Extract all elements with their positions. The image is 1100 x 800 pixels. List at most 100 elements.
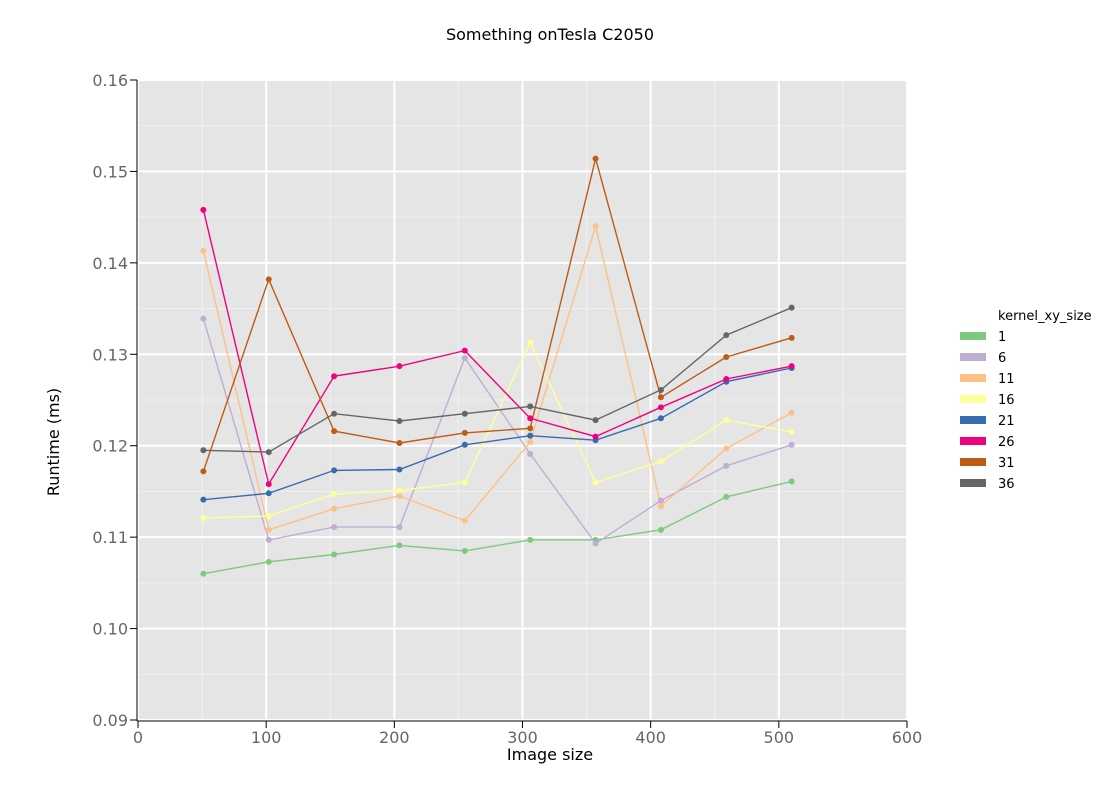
y-tick-label: 0.12 — [92, 437, 128, 456]
data-point-1 — [527, 536, 534, 543]
data-point-36 — [200, 447, 207, 454]
data-point-1 — [657, 526, 664, 533]
data-point-6 — [592, 540, 599, 547]
data-point-16 — [200, 514, 207, 521]
data-point-21 — [657, 415, 664, 422]
y-tick-label: 0.15 — [92, 162, 128, 181]
data-point-36 — [592, 417, 599, 424]
data-point-26 — [723, 375, 730, 382]
x-axis-label: Image size — [507, 745, 593, 764]
data-point-26 — [396, 363, 403, 370]
legend-swatch-26 — [960, 437, 986, 445]
series-line-31 — [202, 158, 792, 472]
legend-label-11: 11 — [998, 372, 1015, 387]
legend-title: kernel_xy_size — [998, 309, 1092, 324]
data-point-36 — [527, 403, 534, 410]
data-point-16 — [527, 339, 534, 346]
data-point-31 — [265, 276, 272, 283]
legend-swatch-11 — [960, 374, 986, 382]
legend-label-21: 21 — [998, 414, 1015, 429]
data-point-1 — [200, 570, 207, 577]
data-point-1 — [331, 551, 338, 558]
x-tick-label: 0 — [133, 728, 143, 747]
legend-label-6: 6 — [998, 351, 1006, 366]
data-point-21 — [527, 432, 534, 439]
data-point-6 — [396, 524, 403, 531]
data-point-21 — [200, 496, 207, 503]
data-point-16 — [265, 513, 272, 520]
data-point-6 — [723, 462, 730, 469]
data-point-36 — [265, 449, 272, 456]
legend-label-1: 1 — [998, 330, 1006, 345]
data-point-11 — [788, 409, 795, 416]
series-line-36 — [203, 307, 792, 453]
data-point-6 — [788, 441, 795, 448]
data-point-1 — [788, 478, 795, 485]
legend-swatch-6 — [960, 353, 986, 361]
axes: 0 100 200 300 400 500 600 0.09 0.10 0.11 0.12 0.13 0… — [92, 71, 922, 747]
x-tick-label: 400 — [635, 728, 666, 747]
data-point-26 — [527, 415, 534, 422]
x-tick-label: 100 — [251, 728, 282, 747]
data-point-16 — [788, 429, 795, 435]
series-line-6 — [202, 318, 792, 545]
legend-label-36: 36 — [998, 477, 1015, 492]
data-point-16 — [657, 458, 664, 465]
y-tick-label: 0.16 — [92, 71, 128, 90]
data-point-16 — [461, 479, 468, 486]
data-point-11 — [200, 247, 207, 254]
data-point-11 — [331, 505, 338, 512]
x-tick-label: 600 — [892, 728, 923, 747]
data-point-26 — [461, 347, 468, 354]
series-line-16 — [203, 340, 792, 519]
y-tick-label: 0.10 — [92, 620, 128, 639]
legend-label-16: 16 — [998, 393, 1015, 408]
data-point-31 — [461, 429, 468, 436]
legend-swatch-31 — [960, 458, 986, 466]
data-point-26 — [592, 433, 599, 440]
data-point-11 — [592, 223, 599, 230]
data-point-26 — [200, 206, 207, 213]
data-point-36 — [331, 410, 338, 417]
data-point-21 — [396, 466, 403, 473]
series-line-1 — [203, 480, 792, 575]
series-line-21 — [203, 367, 792, 501]
legend-swatch-21 — [960, 416, 986, 424]
data-point-6 — [331, 524, 338, 531]
data-point-16 — [331, 491, 338, 498]
data-point-31 — [657, 394, 664, 401]
series-line-26 — [202, 209, 792, 486]
series-layer — [200, 155, 795, 577]
y-tick-label: 0.11 — [92, 528, 128, 547]
data-point-1 — [461, 547, 468, 554]
series-line-11 — [202, 223, 792, 531]
data-point-36 — [461, 410, 468, 417]
data-point-26 — [657, 404, 664, 411]
legend-swatch-36 — [960, 479, 986, 487]
data-point-21 — [331, 467, 338, 474]
data-point-11 — [396, 493, 403, 499]
data-point-31 — [396, 439, 403, 446]
data-point-26 — [331, 373, 338, 380]
data-point-6 — [200, 315, 207, 322]
data-point-11 — [265, 526, 272, 533]
x-tick-label: 200 — [379, 728, 410, 747]
data-point-31 — [527, 425, 534, 432]
data-point-6 — [657, 497, 664, 504]
data-point-21 — [461, 441, 468, 448]
data-point-16 — [723, 417, 730, 424]
data-point-11 — [527, 439, 534, 446]
data-point-36 — [788, 304, 795, 311]
data-point-6 — [527, 450, 534, 457]
data-point-31 — [592, 155, 599, 162]
data-point-16 — [396, 487, 403, 494]
data-point-31 — [723, 354, 730, 361]
data-point-11 — [657, 503, 664, 510]
x-tick-label: 300 — [507, 728, 538, 747]
major-gridlines — [137, 79, 908, 721]
legend-label-26: 26 — [998, 435, 1015, 450]
data-point-36 — [396, 418, 403, 425]
data-point-36 — [657, 386, 664, 393]
